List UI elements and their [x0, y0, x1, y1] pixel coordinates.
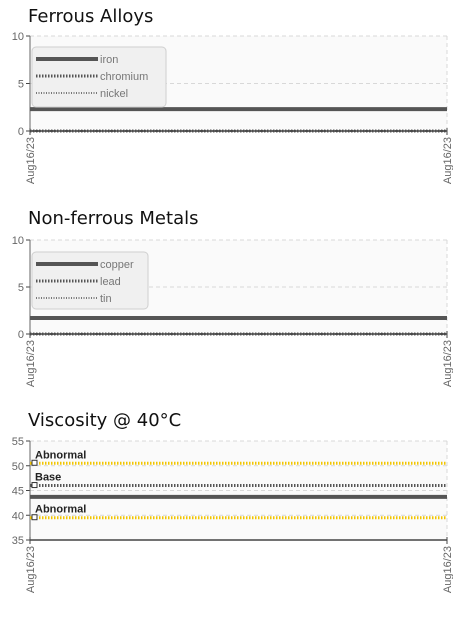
reference-marker	[31, 482, 38, 489]
y-tick-label: 10	[12, 31, 24, 43]
x-tick-label: Aug16/23	[442, 137, 453, 184]
legend-label: nickel	[100, 88, 128, 100]
chart-plot: 0 5 10 Aug16/23 Aug16/23 copper lead tin	[12, 235, 453, 387]
y-tick-label: 5	[18, 282, 24, 294]
legend-label: chromium	[100, 71, 148, 83]
x-tick-label: Aug16/23	[442, 546, 453, 593]
chart-title: Viscosity @ 40°C	[28, 410, 182, 431]
reference-marker	[31, 459, 38, 466]
x-tick-label: Aug16/23	[442, 340, 453, 387]
chart-ferrous-alloys: Ferrous Alloys 0 5 10 Aug16/23 Aug16/23 iron c…	[0, 0, 453, 205]
y-tick-label: 35	[12, 535, 24, 547]
chart-plot: 0 5 10 Aug16/23 Aug16/23 iron chromium nickel	[12, 31, 453, 184]
reference-label: Abnormal	[35, 504, 86, 516]
plot-background	[30, 441, 447, 540]
y-tick-label: 0	[18, 329, 24, 341]
legend-label: tin	[100, 293, 112, 305]
y-tick-label: 10	[12, 235, 24, 247]
x-tick-label: Aug16/23	[25, 546, 37, 593]
reference-label: Abnormal	[35, 449, 86, 461]
x-tick-label: Aug16/23	[25, 137, 37, 184]
legend-label: lead	[100, 276, 121, 288]
chart-non-ferrous-metals: Non-ferrous Metals 0 5 10 Aug16/23 Aug16/23 c…	[0, 205, 453, 410]
legend-label: copper	[100, 259, 134, 271]
y-tick-label: 50	[12, 461, 24, 473]
reference-marker	[31, 514, 38, 521]
chart-title: Non-ferrous Metals	[28, 208, 199, 229]
y-tick-label: 40	[12, 510, 24, 522]
legend-box	[31, 46, 167, 108]
x-tick-label: Aug16/23	[25, 340, 37, 387]
legend-label: iron	[100, 54, 118, 66]
y-tick-label: 45	[12, 486, 24, 498]
reference-label: Base	[35, 472, 61, 484]
y-tick-label: 5	[18, 79, 24, 91]
y-tick-label: 55	[12, 436, 24, 448]
chart-viscosity: Viscosity @ 40°C 35 40 45 50 55 Abnormal Base A…	[0, 405, 453, 619]
chart-title: Ferrous Alloys	[28, 6, 154, 27]
y-tick-label: 0	[18, 126, 24, 138]
chart-plot: 35 40 45 50 55 Abnormal Base Abnormal Aug16/23 Au…	[12, 436, 453, 593]
